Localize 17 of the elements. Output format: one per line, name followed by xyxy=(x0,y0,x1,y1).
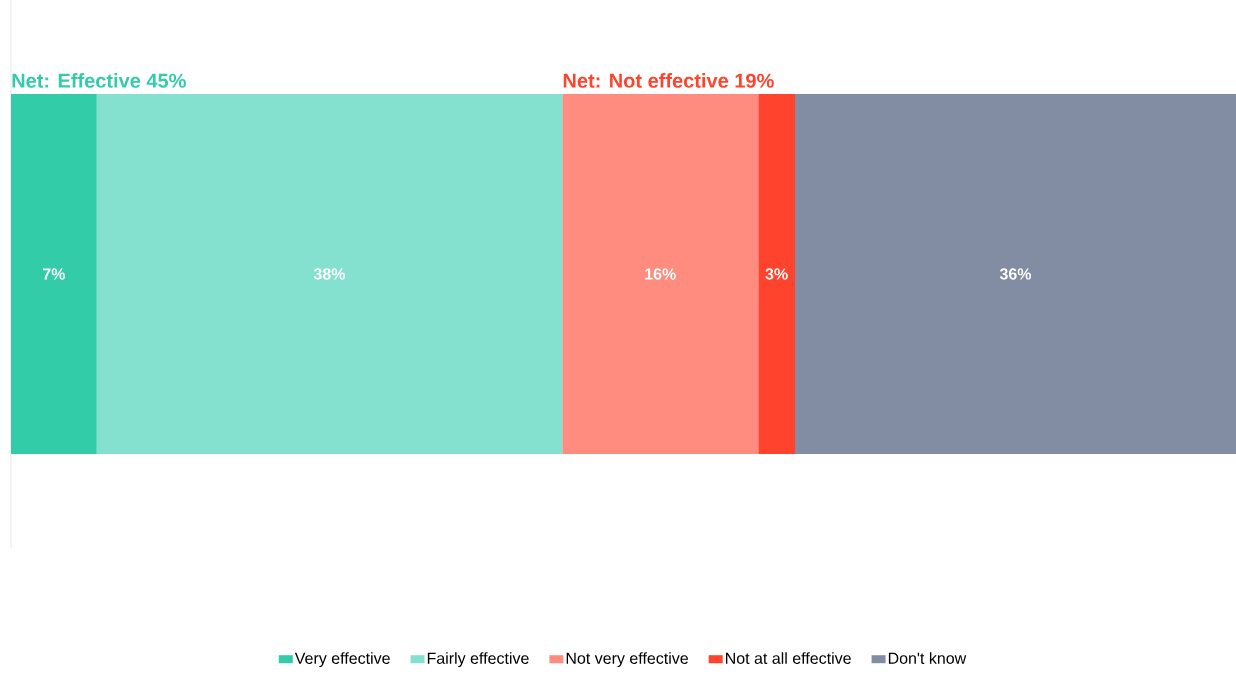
bar xyxy=(758,94,796,454)
legend-label: Don't know xyxy=(888,652,967,664)
legend-label: Not very effective xyxy=(566,652,688,668)
data-label: 3% xyxy=(765,268,788,280)
legend-label: Not at all effective xyxy=(726,652,851,664)
bar xyxy=(11,94,97,454)
bar xyxy=(562,94,759,454)
data-label: 16% xyxy=(645,268,676,280)
text: Net: Not effective 19% xyxy=(563,73,774,88)
text: Net: Effective 45% xyxy=(12,73,186,88)
data-label: 38% xyxy=(313,268,346,280)
legend-label: Fairly effective xyxy=(427,652,529,668)
bar xyxy=(795,94,1236,454)
bar xyxy=(96,94,563,454)
data-label: 36% xyxy=(999,268,1032,280)
data-label: 7% xyxy=(43,268,66,280)
legend-label: Very effective xyxy=(294,652,390,668)
